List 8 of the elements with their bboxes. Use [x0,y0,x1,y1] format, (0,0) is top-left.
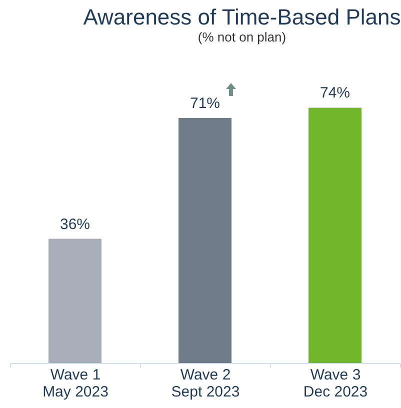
data-label: 36% [60,216,90,233]
data-label: 74% [320,84,350,102]
data-label: 71% [190,95,220,112]
chart-title: Awareness of Time-Based Plans [83,4,401,30]
x-tick-label: Wave 1 May 2023 [42,366,108,400]
chart-subtitle: (% not on plan) [198,30,286,45]
x-tick-label: Wave 2 Sept 2023 [171,366,240,400]
x-tick-label: Wave 3 Dec 2023 [303,366,368,400]
